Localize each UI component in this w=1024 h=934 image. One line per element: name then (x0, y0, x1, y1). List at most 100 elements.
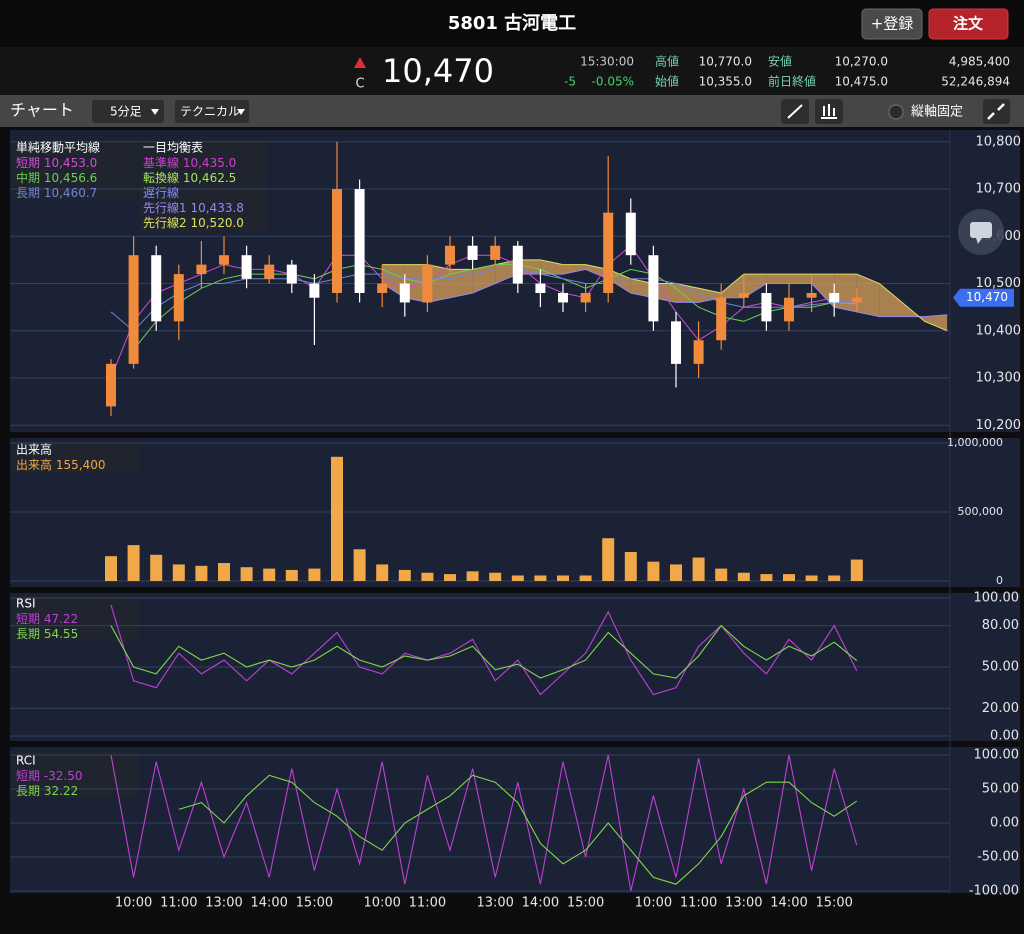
volume-bar (105, 556, 117, 581)
rci-panel (10, 747, 1020, 893)
legend-name: 短期 (16, 769, 40, 783)
watch-button[interactable] (861, 8, 923, 40)
x-tick-label: 13:00 (205, 896, 242, 911)
x-tick-label: 15:00 (296, 896, 333, 911)
candle-body (784, 297, 794, 322)
candle-body (603, 212, 614, 293)
legend-value: 54.55 (44, 627, 78, 641)
candle-body (286, 264, 297, 284)
candle-body (399, 283, 410, 303)
legend-entry: 長期 32.22 (16, 784, 78, 798)
cloud-segment (495, 259, 518, 284)
legend-name: 長期 (16, 186, 40, 200)
x-tick-label: 14:00 (522, 896, 559, 911)
x-tick-label: 11:00 (160, 896, 197, 911)
candle-body (761, 292, 772, 322)
y-tick-label: 500,000 (958, 505, 1004, 518)
legend-entry: 先行線2 10,520.0 (143, 215, 244, 230)
cloud-segment (585, 264, 609, 279)
volume-bar (534, 575, 547, 581)
interval-dropdown[interactable] (92, 100, 164, 123)
x-tick-label: 14:00 (250, 896, 287, 911)
candle-body (716, 297, 727, 341)
volume-bar (127, 545, 140, 581)
legend-title: 一目均衡表 (143, 141, 203, 155)
cloud-segment (404, 264, 428, 303)
indicator-line (178, 774, 858, 885)
collapse-icon (987, 103, 1005, 120)
volume-bar (647, 561, 660, 581)
prev-close-value: 10,475.0 (835, 75, 888, 89)
volume-bar (308, 568, 321, 581)
price: 10,470 (382, 52, 494, 90)
low-label: 安値 (768, 54, 792, 69)
candle-body (219, 255, 229, 265)
y-tick-label: 100.00 (974, 591, 1020, 606)
chat-icon (970, 222, 992, 238)
x-tick-label: 11:00 (409, 896, 446, 911)
watch-button-label[interactable]: +登録 (871, 15, 914, 33)
volume-bar (850, 559, 863, 581)
plots: 10,20010,30010,40010,50010,60010,70010,8… (10, 134, 1022, 911)
y-tick-label: 10,800 (976, 134, 1022, 149)
volume-bar (828, 575, 841, 581)
span-line (381, 268, 948, 318)
up-arrow (354, 57, 366, 68)
legend-name: 短期 (16, 156, 40, 170)
x-tick-label: 14:00 (770, 896, 807, 911)
volume-value: 4,985,400 (949, 55, 1010, 69)
candle-body (196, 264, 207, 275)
indicator-line (110, 754, 858, 892)
volume-bar (398, 569, 411, 581)
legend-name: 先行線1 (143, 200, 187, 215)
y-tick-label: 0 (996, 574, 1003, 587)
indicator-label[interactable]: テクニカル (180, 105, 240, 119)
x-tick-label: 10:00 (115, 896, 152, 911)
y-tick-label: 1,000,000 (947, 436, 1003, 449)
legend-entry: 中期 10,456.6 (16, 170, 97, 185)
candle-body (354, 189, 365, 293)
y-tick-label: 10,200 (976, 418, 1022, 433)
legend-entry: 転換線 10,462.5 (143, 170, 236, 185)
collapse-button[interactable] (983, 99, 1010, 124)
candle-body (580, 292, 591, 303)
cloud-segment (563, 264, 586, 275)
order-button-label[interactable]: 注文 (953, 15, 984, 33)
high-value: 10,770.0 (699, 55, 752, 69)
volume-bar (172, 564, 185, 581)
order-button[interactable] (928, 8, 1009, 40)
y-tick-label: 10,400 (976, 323, 1022, 338)
candle-body (490, 245, 501, 260)
candle-body (512, 245, 523, 284)
quote-time: 15:30:00 (580, 55, 634, 69)
candle-body (151, 255, 162, 322)
legend-name: 短期 (16, 612, 40, 626)
indicator-dropdown[interactable] (175, 100, 249, 123)
change-percent: -0.05% (592, 75, 634, 89)
cloud-segment (743, 274, 767, 298)
cloud-segment (676, 283, 699, 303)
y-tick-label: 0.00 (990, 816, 1019, 831)
axis-lock-toggle[interactable] (888, 104, 904, 120)
sma-line (110, 244, 857, 379)
candle-body (422, 264, 433, 303)
candle-body (648, 255, 659, 322)
draw-tool-icon (787, 104, 803, 119)
title-bar (0, 0, 1024, 47)
cloud-segment (879, 283, 902, 317)
legend-value: 10,453.0 (44, 156, 97, 170)
y-tick-label: 10,300 (976, 371, 1022, 386)
volume-bar (376, 564, 389, 581)
volume-bar (805, 575, 818, 581)
legend-name: 先行線2 (143, 215, 187, 230)
legend-value: 10,520.0 (190, 216, 243, 230)
chat-icon-tail (976, 238, 982, 244)
x-tick-label: 13:00 (725, 896, 762, 911)
open-label: 始値 (655, 74, 679, 89)
legend-value: 47.22 (44, 612, 78, 626)
interval-label[interactable]: 5分足 (110, 105, 142, 119)
volume-bar (579, 575, 592, 581)
volume-bar (466, 571, 479, 581)
cloud-segment (450, 269, 473, 298)
open-value: 10,355.0 (699, 75, 752, 89)
